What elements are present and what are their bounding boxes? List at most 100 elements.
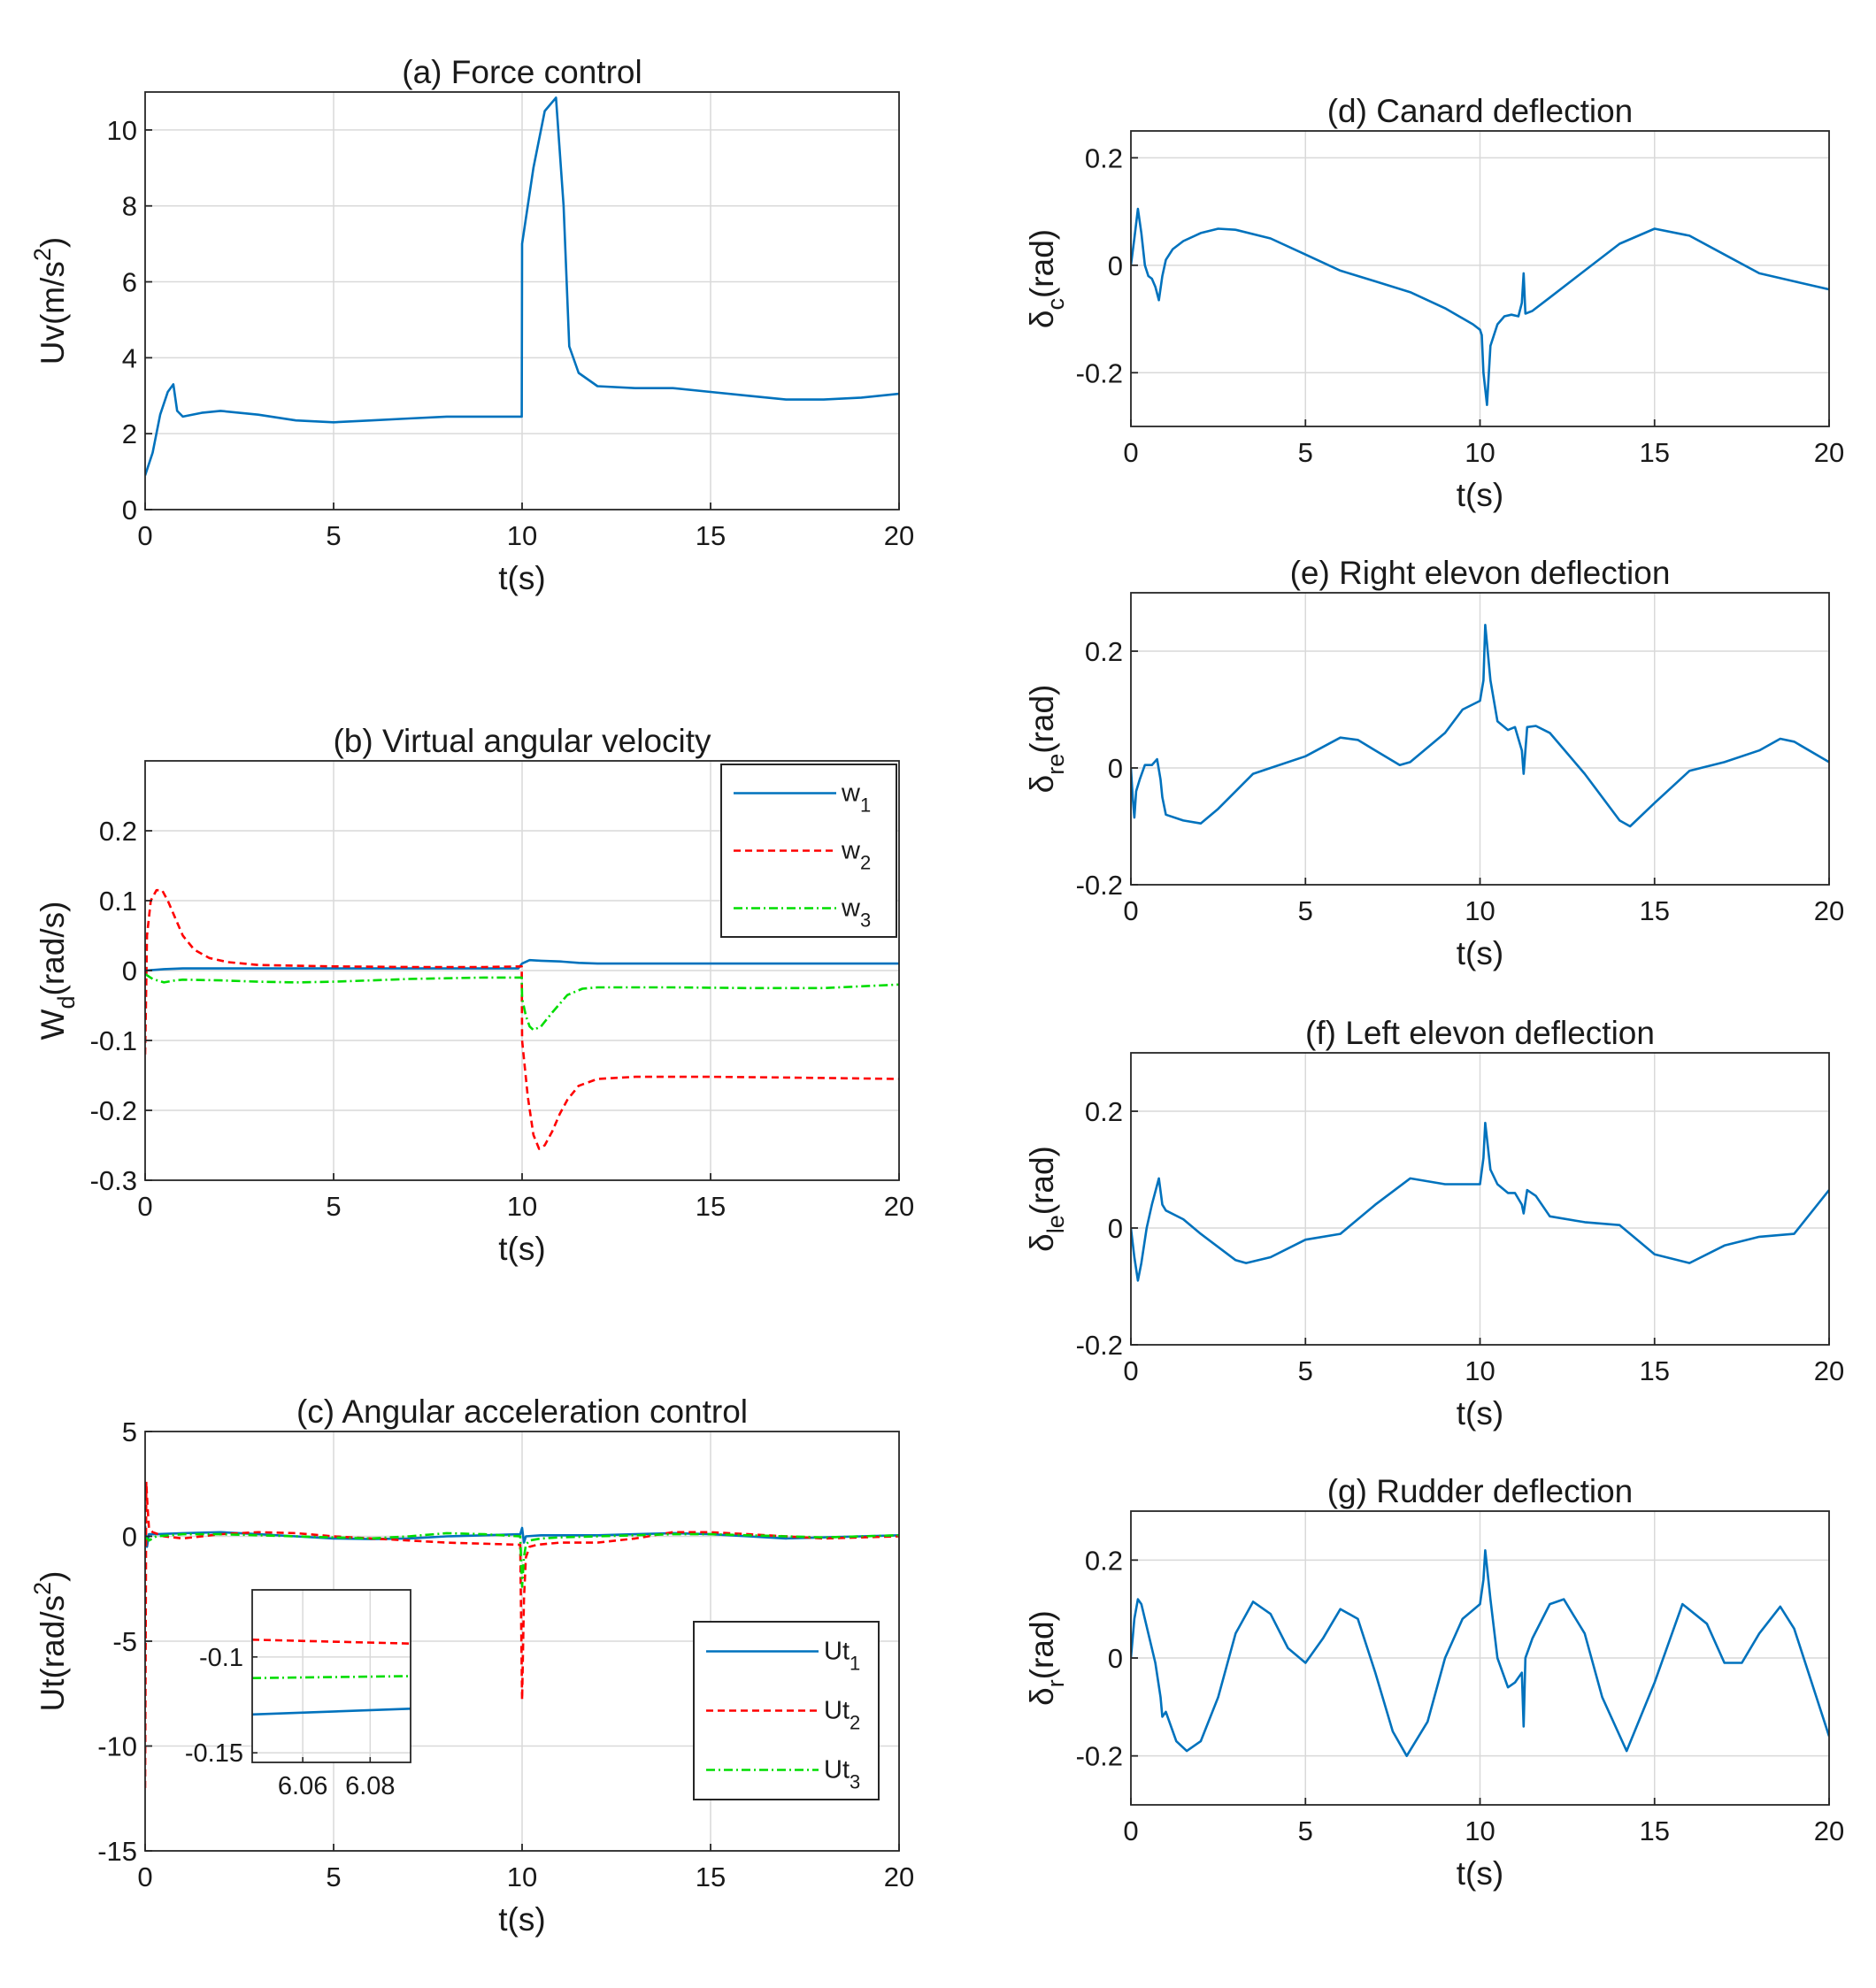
series-group — [1131, 1121, 1829, 1282]
legend-label-text: w — [841, 894, 861, 923]
inset-line-ut3 — [252, 1675, 411, 1679]
y-axis-label-units: (rad) — [1024, 229, 1060, 298]
inset-x-tick-label: 6.06 — [278, 1772, 327, 1800]
plot-title: (f) Left elevon deflection — [1305, 1015, 1655, 1051]
y-tick-label: 0.1 — [99, 886, 137, 917]
y-tick-label: -0.3 — [90, 1165, 137, 1196]
plot-g: 0 5 10 15 20 -0.2 0 0.2 (g) Rudder deflection t(s… — [1024, 1473, 1844, 1892]
series-group — [1131, 1549, 1829, 1757]
y-axis-label-main: δ — [1024, 1687, 1060, 1706]
y-axis-label-main: δ — [1024, 775, 1060, 794]
series-line-w2 — [145, 888, 899, 1150]
y-tick-label: -15 — [97, 1836, 137, 1867]
y-axis-label: δle(rad) — [1024, 1146, 1069, 1252]
inset-y-tick-label: -0.1 — [199, 1644, 243, 1672]
y-axis-label: Wd(rad/s) — [35, 902, 80, 1040]
x-tick-label: 15 — [1640, 437, 1670, 468]
x-tick-label: 5 — [1298, 1815, 1313, 1846]
y-axis-label-superscript: 2 — [29, 1582, 56, 1595]
legend-label-text: w — [841, 837, 861, 865]
plot-title: (g) Rudder deflection — [1327, 1473, 1634, 1509]
x-axis-label: t(s) — [1457, 1855, 1503, 1892]
y-axis-label: δre(rad) — [1024, 685, 1069, 794]
series-line-delta_le — [1131, 1121, 1829, 1282]
inset-zoom: 6.06 6.08 -0.15 -0.1 — [185, 1589, 411, 1800]
y-tick-label: 0 — [122, 495, 137, 526]
plot-a: 0 5 10 15 20 0 2 4 6 8 10 (a) Force control t(s) Uv(m… — [29, 54, 914, 596]
y-axis-label-subscript: re — [1042, 754, 1069, 775]
legend-label-w3: w3 — [841, 894, 871, 932]
y-tick-label: 8 — [122, 191, 137, 222]
x-axis-label: t(s) — [1457, 935, 1503, 971]
x-tick-label: 5 — [326, 520, 341, 551]
inset-line-ut2 — [252, 1639, 411, 1645]
y-tick-label: 6 — [122, 267, 137, 298]
legend-label-text: Ut — [824, 1638, 850, 1666]
y-axis-label: Uv(m/s2) — [29, 237, 71, 365]
y-tick-label: -0.2 — [1076, 357, 1123, 388]
plot-title: (a) Force control — [402, 54, 642, 90]
legend-label-ut1: Ut1 — [824, 1638, 860, 1675]
series-line-w1 — [145, 958, 899, 972]
x-tick-label: 20 — [1814, 437, 1844, 468]
x-axis-label: t(s) — [498, 560, 545, 596]
y-tick-label: 4 — [122, 342, 137, 373]
legend-label-subscript: 2 — [850, 1712, 860, 1734]
y-tick-label: 0.2 — [1085, 636, 1123, 667]
x-tick-label: 10 — [507, 520, 537, 551]
y-tick-label: -10 — [97, 1731, 137, 1762]
x-tick-label: 10 — [1465, 1355, 1495, 1386]
x-tick-label: 0 — [1123, 1815, 1138, 1846]
plot-title: (c) Angular acceleration control — [296, 1393, 748, 1430]
x-axis-label: t(s) — [498, 1231, 545, 1267]
legend-label-subscript: 3 — [850, 1771, 860, 1793]
x-tick-label: 20 — [884, 1861, 914, 1892]
inset-frame — [251, 1589, 411, 1763]
x-tick-label: 20 — [1814, 1355, 1844, 1386]
y-axis-label-subscript: le — [1042, 1215, 1069, 1233]
series-line-delta_re — [1131, 623, 1829, 828]
legend-label-text: Ut — [824, 1756, 850, 1785]
inset-series — [252, 1639, 411, 1716]
plot-title: (e) Right elevon deflection — [1290, 555, 1671, 591]
legend-label-subscript: 1 — [860, 794, 871, 817]
y-axis-label-units: (rad/s) — [35, 902, 71, 996]
inset-y-tick-label: -0.15 — [185, 1739, 243, 1768]
series-group — [145, 1480, 899, 1788]
x-tick-label: 10 — [1465, 437, 1495, 468]
x-tick-label: 5 — [326, 1191, 341, 1222]
x-tick-label: 0 — [1123, 437, 1138, 468]
series-line-w3 — [145, 972, 899, 1032]
legend-label-ut2: Ut2 — [824, 1697, 860, 1734]
plot-c: 0 5 10 15 20 -15 -10 -5 0 5 (c) Angular accelerati… — [29, 1393, 914, 1938]
series-line-uv — [145, 96, 899, 476]
y-axis-label-close: ) — [35, 1571, 71, 1582]
x-tick-label: 10 — [1465, 895, 1495, 926]
y-axis-label-units: (rad) — [1024, 685, 1060, 754]
y-axis-label-subscript: c — [1042, 298, 1069, 311]
x-axis-label: t(s) — [1457, 1395, 1503, 1432]
y-tick-label: 0 — [1108, 1213, 1123, 1244]
y-tick-label: -0.2 — [1076, 1741, 1123, 1772]
x-tick-label: 20 — [884, 1191, 914, 1222]
y-axis-label: δc(rad) — [1024, 229, 1069, 328]
legend-label-subscript: 3 — [860, 910, 871, 932]
plot-title: (d) Canard deflection — [1327, 93, 1634, 129]
x-tick-label: 15 — [1640, 1815, 1670, 1846]
x-tick-label: 0 — [1123, 895, 1138, 926]
legend-label-subscript: 1 — [850, 1653, 860, 1675]
inset-x-tick-label: 6.08 — [345, 1772, 395, 1800]
y-tick-label: 0 — [122, 956, 137, 986]
y-tick-label: -0.2 — [1076, 1330, 1123, 1361]
series-group — [145, 888, 899, 1150]
y-axis-label-close: ) — [35, 237, 71, 248]
x-tick-label: 10 — [507, 1191, 537, 1222]
x-axis-label: t(s) — [498, 1901, 545, 1938]
x-tick-label: 20 — [884, 520, 914, 551]
x-tick-label: 10 — [507, 1861, 537, 1892]
y-tick-label: 0.2 — [99, 816, 137, 847]
x-tick-label: 15 — [696, 1191, 726, 1222]
x-tick-label: 15 — [696, 520, 726, 551]
x-tick-label: 15 — [1640, 895, 1670, 926]
